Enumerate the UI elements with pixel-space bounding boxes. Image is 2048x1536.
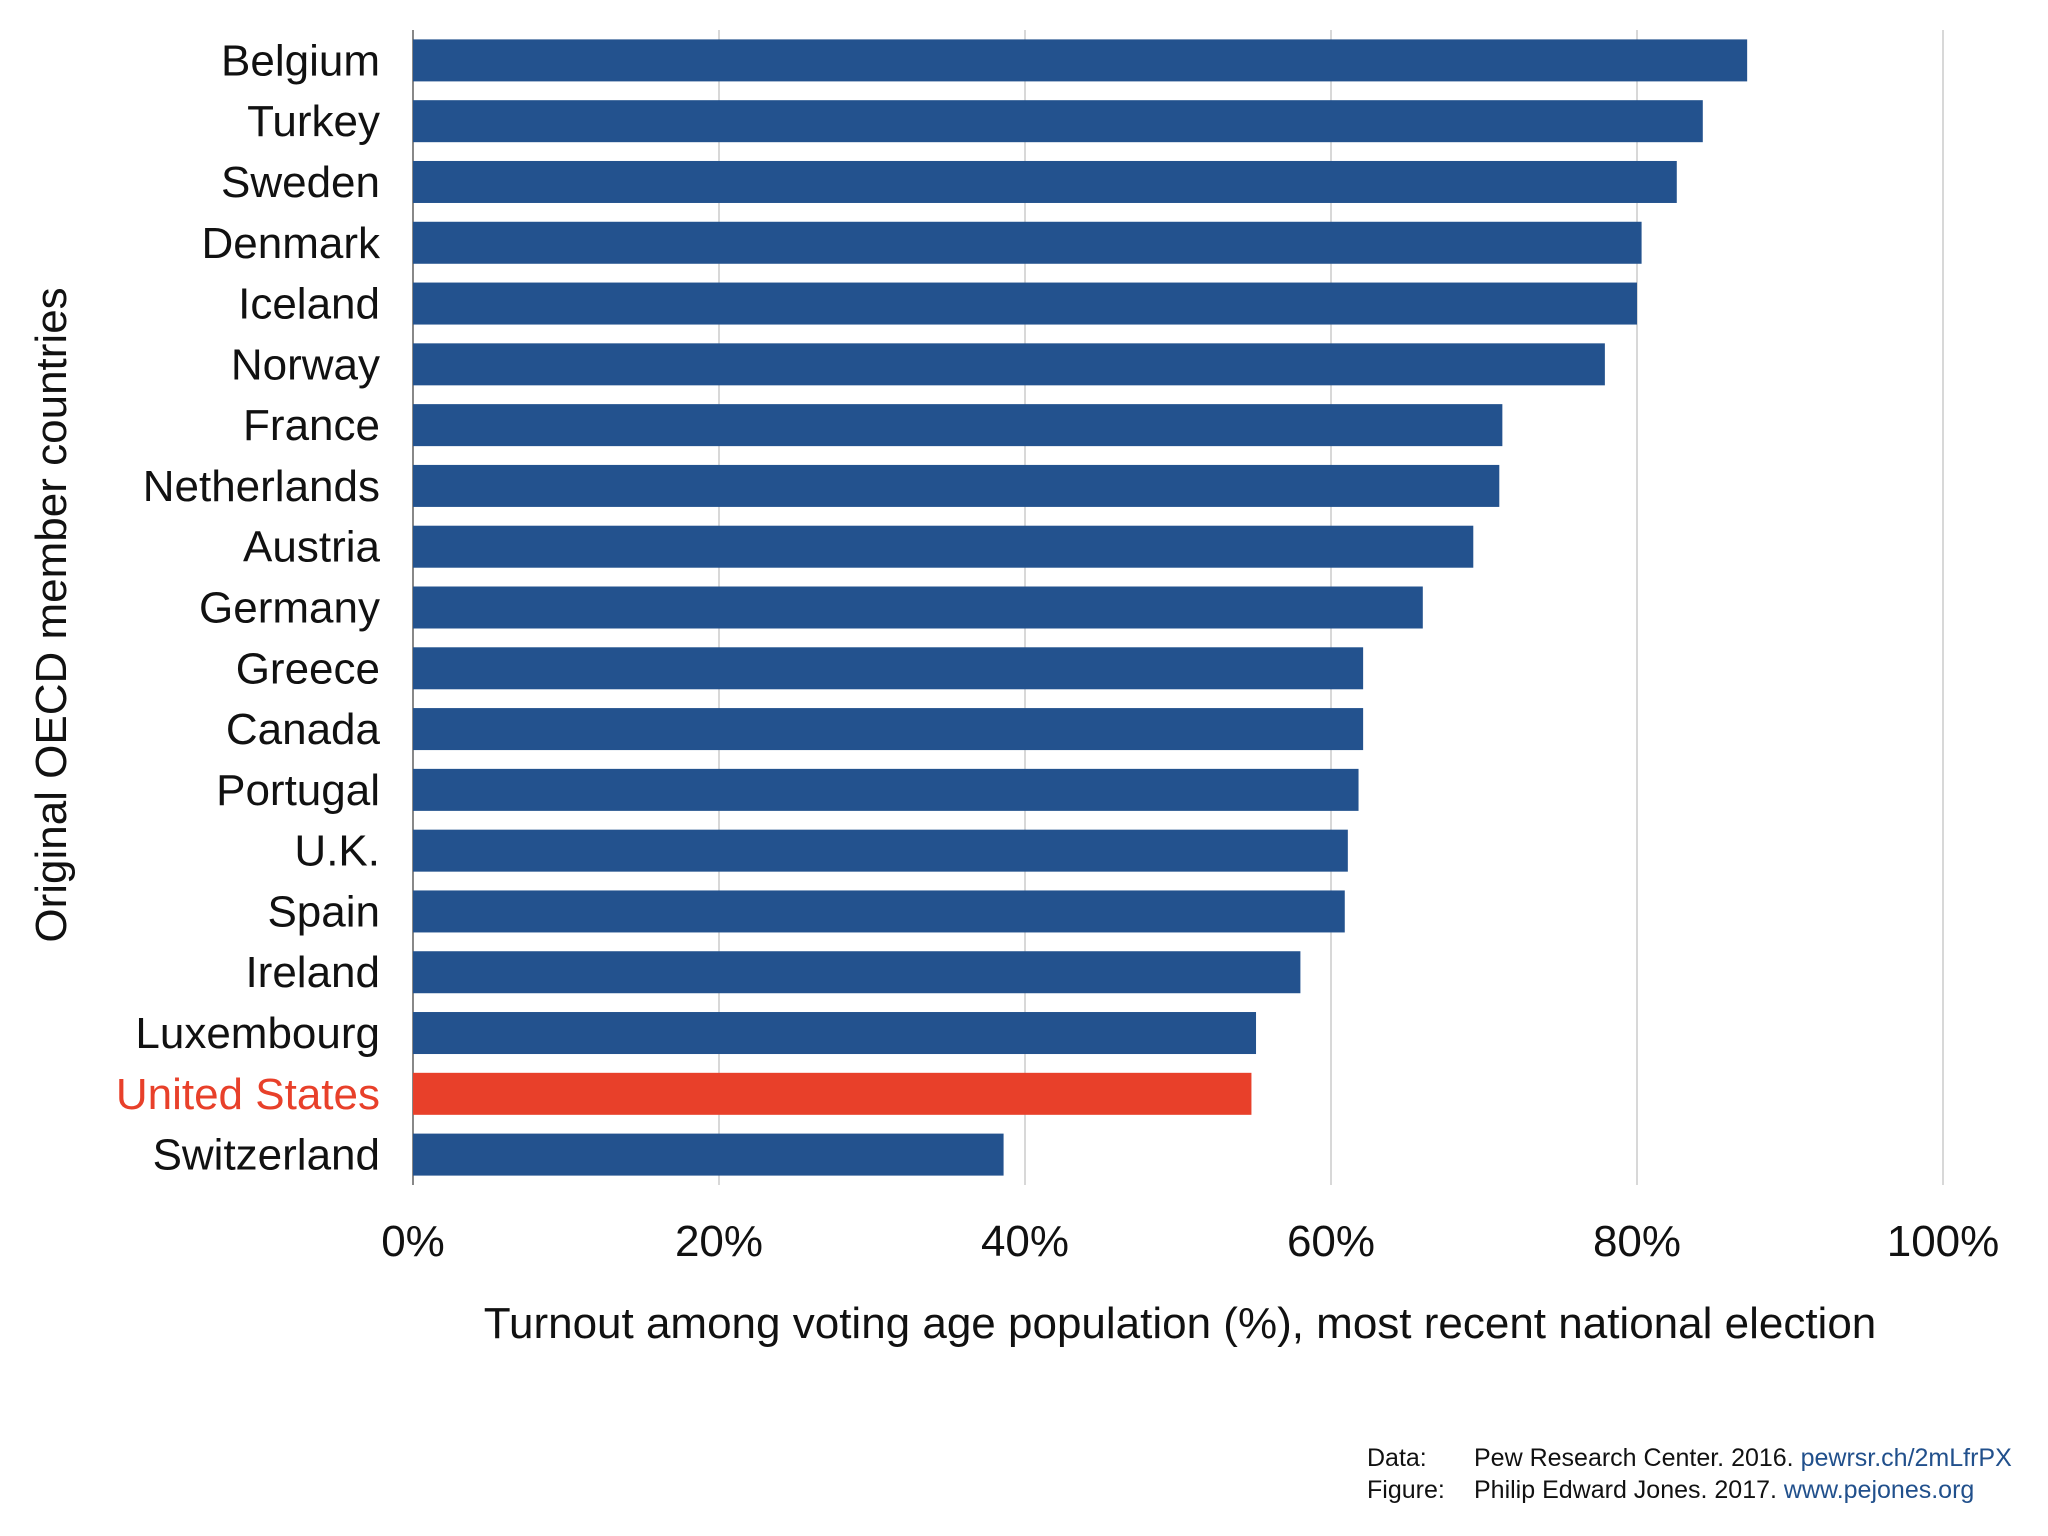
y-tick-label: Iceland [238,280,380,329]
x-axis-title: Turnout among voting age population (%),… [484,1299,1877,1348]
bar-united-states [413,1072,1252,1115]
y-tick-label: Denmark [202,219,381,268]
bar-norway [413,343,1605,386]
bar-netherlands [413,464,1500,507]
y-axis-labels: Belgium Turkey Sweden Denmark Iceland Norway F… [116,36,381,1179]
bar-canada [413,708,1364,751]
bar-luxembourg [413,1012,1257,1055]
data-source-row: Data: Pew Research Center. 2016. pewrsr.… [1367,1442,2012,1474]
y-tick-label: Greece [236,644,380,693]
y-tick-label: Luxembourg [135,1009,380,1058]
y-tick-label: Ireland [245,948,380,997]
bar-turkey [413,100,1703,143]
y-tick-label: Netherlands [143,462,380,511]
data-source-text: Pew Research Center. 2016. [1474,1444,1794,1472]
x-tick-label: 100% [1887,1217,2000,1266]
y-tick-label: United States [116,1070,380,1119]
x-tick-label: 0% [381,1217,445,1266]
x-tick-label: 20% [675,1217,763,1266]
bar-ireland [413,951,1301,994]
bar-denmark [413,221,1642,264]
figure-credit-link[interactable]: www.pejones.org [1783,1476,1975,1504]
bar-belgium [413,39,1748,82]
data-source-key: Data: [1367,1444,1427,1472]
bar-u-k [413,829,1348,872]
data-source-link[interactable]: pewrsr.ch/2mLfrPX [1800,1444,2012,1472]
x-tick-label: 40% [981,1217,1069,1266]
bar-portugal [413,768,1359,811]
bar-france [413,404,1503,447]
x-axis-tick-labels: 0% 20% 40% 60% 80% 100% [381,1217,1999,1266]
bar-germany [413,586,1423,629]
y-tick-label: France [243,401,380,450]
bars [413,39,1748,1176]
y-tick-label: Germany [199,584,380,633]
figure-credit-key: Figure: [1367,1476,1445,1504]
y-tick-label: Portugal [216,766,380,815]
bar-sweden [413,160,1677,203]
x-tick-label: 60% [1287,1217,1375,1266]
y-tick-label: U.K. [294,827,380,876]
y-tick-label: Turkey [247,97,380,146]
x-tick-label: 80% [1593,1217,1681,1266]
y-tick-label: Switzerland [153,1131,380,1180]
y-tick-label: Austria [243,523,380,572]
source-credits: Data: Pew Research Center. 2016. pewrsr.… [1367,1442,2012,1506]
bar-spain [413,890,1345,933]
y-tick-label: Spain [267,887,380,936]
y-tick-label: Belgium [221,36,380,85]
y-tick-label: Norway [231,340,380,389]
y-tick-label: Sweden [221,158,380,207]
figure-credit-row: Figure: Philip Edward Jones. 2017. www.p… [1367,1474,2012,1506]
bar-iceland [413,282,1637,325]
bar-switzerland [413,1133,1004,1176]
y-tick-label: Canada [226,705,381,754]
y-axis-title: Original OECD member countries [27,287,76,942]
bar-greece [413,647,1364,690]
figure-credit-text: Philip Edward Jones. 2017. [1474,1476,1777,1504]
bar-austria [413,525,1474,568]
